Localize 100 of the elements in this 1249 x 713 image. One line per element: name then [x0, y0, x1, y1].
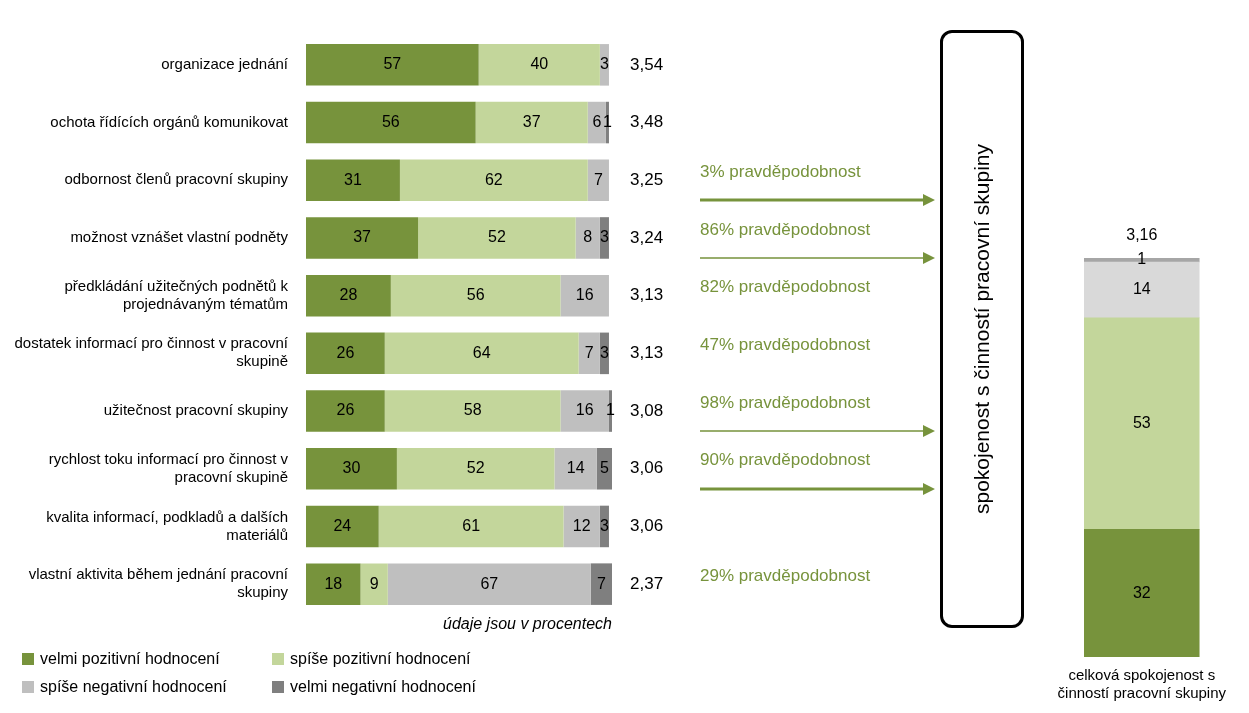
- data-label: 64: [472, 343, 491, 361]
- data-label: 53: [1132, 413, 1151, 431]
- data-label: 26: [336, 343, 355, 361]
- data-label: 24: [333, 516, 352, 534]
- data-label: 56: [466, 286, 485, 304]
- legend-label: velmi negativní hodnocení: [290, 678, 476, 696]
- text: spokojenost s činností pracovní skupiny: [970, 143, 994, 515]
- text: 29% pravděpodobnost: [700, 565, 871, 585]
- data-label: 37: [522, 112, 541, 130]
- data-label: 52: [466, 459, 485, 477]
- bar: [384, 332, 579, 375]
- bar: [306, 159, 400, 202]
- data-label: 58: [463, 401, 482, 419]
- bar: [578, 332, 600, 375]
- data-label: 40: [530, 55, 549, 73]
- bar: [360, 563, 388, 605]
- y-tick-label: předkládání užitečných podnětů k projednávaným tématům: [64, 276, 289, 312]
- bar: [575, 217, 600, 259]
- y-tick-label: organizace jednání: [161, 54, 289, 72]
- y-tick-label: odbornost členů pracovní skupiny: [64, 170, 289, 188]
- data-label: 7: [596, 574, 606, 592]
- data-label: 1: [606, 401, 616, 419]
- bar: [306, 505, 379, 548]
- bar: [587, 159, 609, 202]
- bar: [560, 390, 609, 432]
- bar: [306, 217, 419, 259]
- bar: [306, 44, 479, 86]
- data-label: 31: [344, 170, 362, 188]
- data-label: 1: [603, 112, 612, 130]
- bar: [306, 390, 385, 432]
- data-label: 26: [336, 401, 355, 419]
- data-label: 6: [592, 112, 602, 130]
- data-label: 52: [487, 228, 506, 246]
- y-tick-label: kvalita informací, podkladů a dalších materiálů: [46, 507, 288, 543]
- data-label: 3: [599, 228, 609, 246]
- data-label: 14: [1132, 280, 1151, 298]
- text: 3,06: [630, 516, 664, 536]
- data-label: 30: [342, 459, 361, 477]
- legend-label: spíše negativní hodnocení: [40, 678, 227, 696]
- legend-label: velmi pozitivní hodnocení: [40, 650, 220, 668]
- text: 3,48: [630, 112, 664, 132]
- data-label: 16: [575, 286, 594, 304]
- bar: [306, 274, 391, 317]
- data-label: 57: [383, 55, 402, 73]
- data-label: 3: [599, 343, 609, 361]
- bar: [563, 505, 600, 548]
- bar: [1084, 317, 1200, 530]
- y-tick-label: možnost vznášet vlastní podněty: [70, 228, 289, 246]
- data-label: 16: [575, 401, 594, 419]
- data-label: 7: [593, 170, 603, 188]
- bar: [306, 332, 385, 375]
- data-label: 37: [353, 228, 372, 246]
- bar: [306, 447, 397, 490]
- data-label: 1: [1137, 250, 1147, 268]
- text: 3,24: [630, 227, 664, 247]
- bar: [378, 505, 564, 548]
- data-label: 9: [369, 574, 379, 592]
- data-label: 32: [1132, 583, 1151, 601]
- text: 82% pravděpodobnost: [700, 277, 871, 297]
- text: 47% pravděpodobnost: [700, 335, 871, 355]
- data-label: 7: [584, 343, 594, 361]
- y-tick-label: rychlost toku informací pro činnost v pracovní skupině: [48, 449, 289, 485]
- bar: [384, 390, 561, 432]
- text: 3,54: [630, 54, 664, 74]
- text: 3,25: [630, 169, 664, 189]
- bar: [418, 217, 576, 259]
- y-tick-label: ochota řídících orgánů komunikovat: [50, 112, 289, 130]
- text: 2,37: [630, 573, 664, 593]
- text: 3,06: [630, 458, 664, 478]
- data-label: 5: [599, 459, 609, 477]
- y-tick-label: dostatek informací pro činnost v pracovní skupině: [14, 334, 289, 370]
- bar: [478, 44, 600, 86]
- bar: [396, 447, 555, 490]
- text: 3,08: [630, 400, 664, 420]
- y-tick-label: vlastní aktivita během jednání pracovní skupiny: [28, 565, 289, 601]
- bar: [399, 159, 588, 202]
- bar: [560, 274, 609, 317]
- bar: [390, 274, 561, 317]
- bar: [554, 447, 597, 490]
- x-tick-label: celková spokojenost s činností pracovní skupiny: [1057, 666, 1227, 702]
- bar: [306, 563, 361, 605]
- text: 3,13: [630, 343, 664, 363]
- data-label: 56: [381, 112, 400, 130]
- text: 98% pravděpodobnost: [700, 392, 871, 412]
- bar: [590, 563, 612, 605]
- data-label: 61: [462, 516, 481, 534]
- data-label: 62: [484, 170, 503, 188]
- data-label: 3: [599, 55, 609, 73]
- text: 3,13: [630, 285, 664, 305]
- data-label: 28: [339, 286, 358, 304]
- text: údaje jsou v procentech: [443, 615, 612, 633]
- bar: [387, 563, 591, 605]
- y-tick-label: užitečnost pracovní skupiny: [103, 401, 289, 419]
- text: 3,16: [1126, 226, 1158, 244]
- text: 90% pravděpodobnost: [700, 450, 871, 470]
- data-label: 14: [566, 459, 585, 477]
- legend-label: spíše pozitivní hodnocení: [290, 650, 471, 668]
- data-label: 8: [583, 228, 593, 246]
- bar: [475, 101, 588, 144]
- data-label: 3: [599, 516, 609, 534]
